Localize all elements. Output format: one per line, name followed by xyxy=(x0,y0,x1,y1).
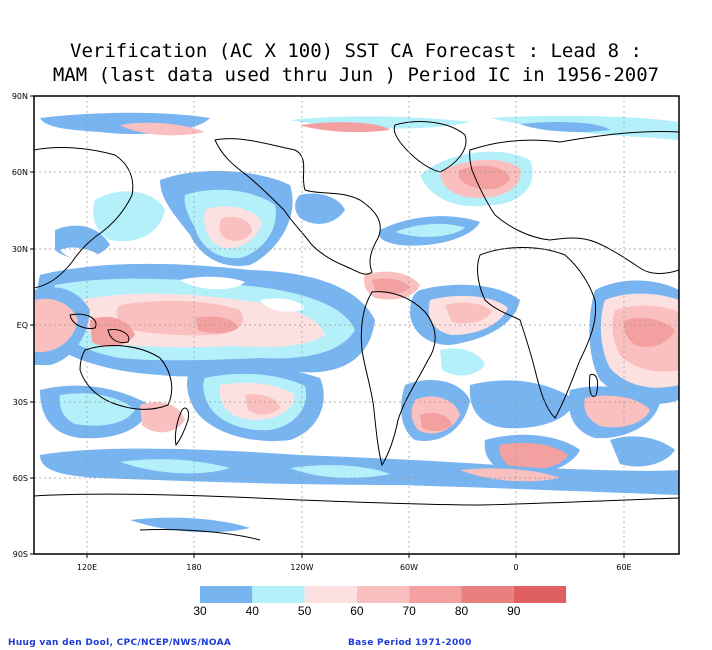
colorbar-label-3: 60 xyxy=(350,604,364,618)
lat-label-90n: 90N xyxy=(12,92,28,101)
coastlines xyxy=(34,121,679,541)
lon-label-120e: 120E xyxy=(77,563,97,572)
lon-label-60w: 60W xyxy=(400,563,418,572)
lon-label-60e: 60E xyxy=(616,563,631,572)
colorbar-label-4: 70 xyxy=(402,604,416,618)
footer-base-period: Base Period 1971-2000 xyxy=(348,638,472,648)
colorbar-swatch-2 xyxy=(304,586,357,603)
map-title-line1: Verification (AC X 100) SST CA Forecast … xyxy=(70,40,642,62)
lon-label-0: 0 xyxy=(513,563,518,572)
map-title-line2: MAM (last data used thru Jun ) Period IC… xyxy=(52,64,660,86)
gridlines xyxy=(34,96,679,554)
correlation-field xyxy=(34,112,679,533)
lat-label-90s: 90S xyxy=(13,550,28,559)
lon-label-180: 180 xyxy=(186,563,201,572)
lat-label-30s: 30S xyxy=(13,398,28,407)
lat-label-30n: 30N xyxy=(12,245,28,254)
tick-marks xyxy=(30,95,625,558)
colorbar-swatch-3 xyxy=(356,586,410,603)
colorbar-swatch-5 xyxy=(461,586,514,603)
colorbar-label-2: 50 xyxy=(297,604,312,618)
lat-label-60s: 60S xyxy=(13,474,28,483)
colorbar-swatch-0 xyxy=(200,586,253,603)
lon-label-120w: 120W xyxy=(290,563,313,572)
colorbar-label-0: 30 xyxy=(193,604,207,618)
colorbar-label-1: 40 xyxy=(245,604,259,618)
colorbar xyxy=(200,586,567,603)
footer-credit: Huug van den Dool, CPC/NCEP/NWS/NOAA xyxy=(8,638,232,648)
colorbar-swatch-1 xyxy=(252,586,305,603)
lat-label-eq: EQ xyxy=(17,321,28,330)
colorbar-label-6: 90 xyxy=(507,604,521,618)
lat-label-60n: 60N xyxy=(12,168,28,177)
colorbar-swatch-6 xyxy=(513,586,567,603)
colorbar-swatch-4 xyxy=(409,586,462,603)
colorbar-label-5: 80 xyxy=(454,604,469,618)
